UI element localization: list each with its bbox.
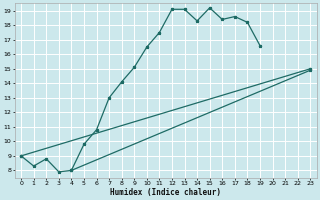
X-axis label: Humidex (Indice chaleur): Humidex (Indice chaleur) [110, 188, 221, 197]
